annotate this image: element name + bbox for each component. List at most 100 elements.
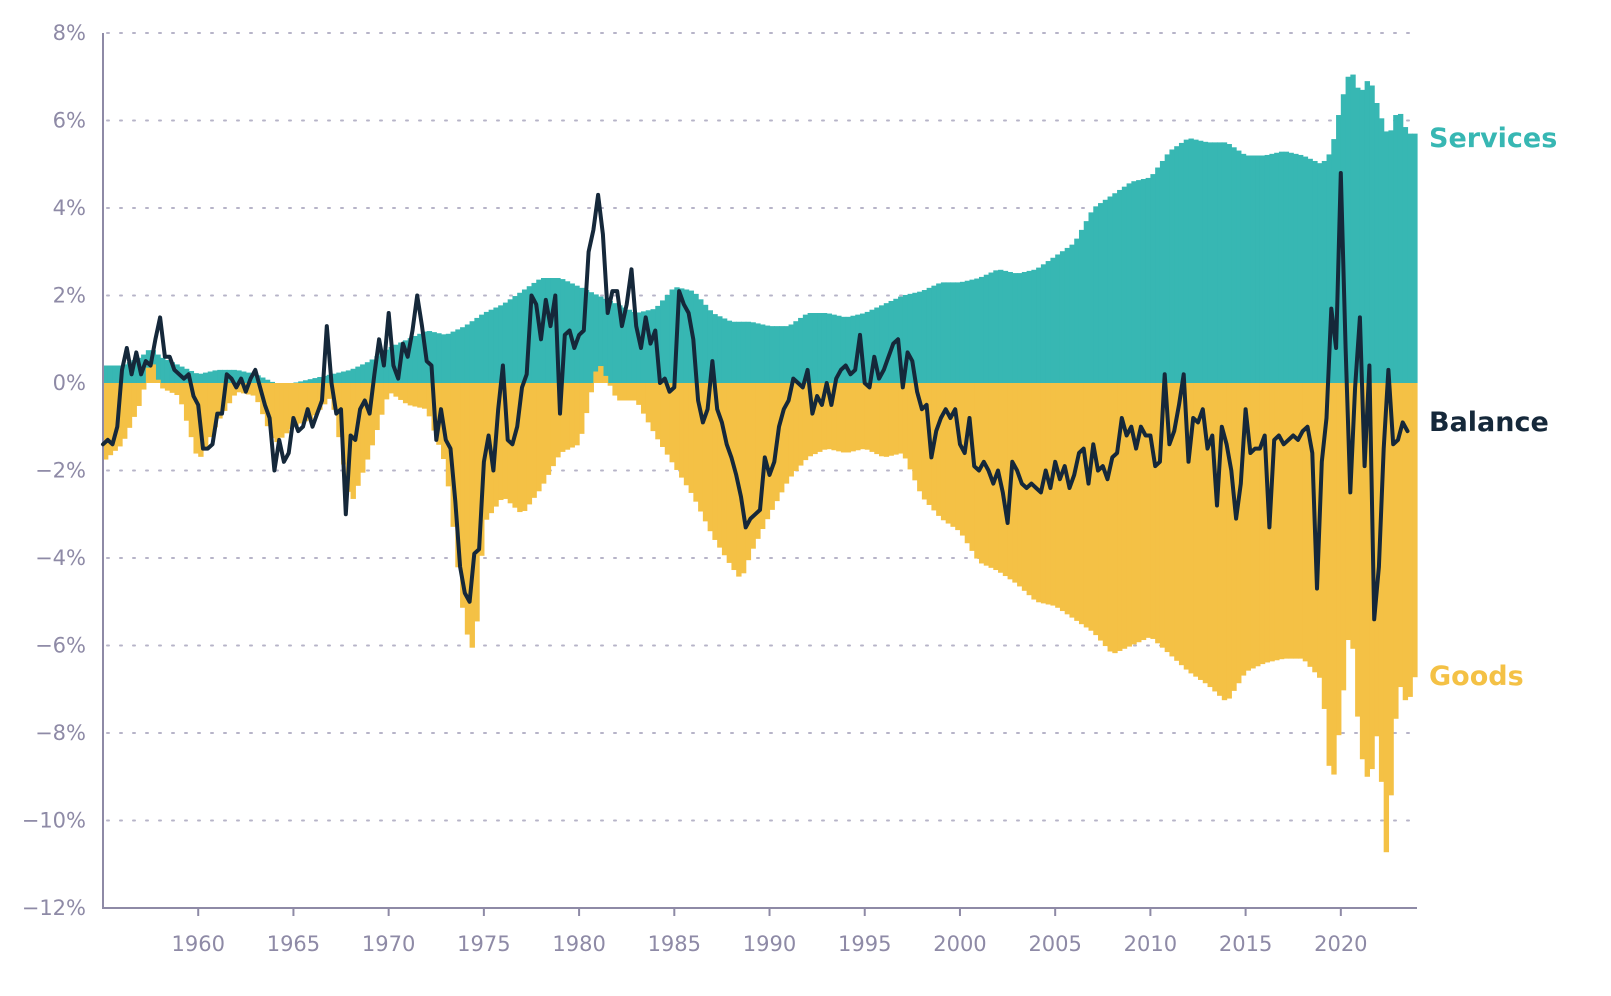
services-bar xyxy=(912,292,918,383)
services-bar xyxy=(888,300,894,383)
goods-bar xyxy=(164,383,171,391)
services-bar xyxy=(364,362,371,383)
goods-bar xyxy=(364,383,371,460)
services-bar xyxy=(1236,150,1242,383)
goods-bar xyxy=(1269,383,1275,662)
goods-bar xyxy=(1221,383,1228,701)
services-bar xyxy=(698,299,704,383)
services-bar xyxy=(160,357,166,383)
goods-bar xyxy=(817,383,823,452)
services-bar xyxy=(307,379,314,383)
x-tick-label: 1980 xyxy=(552,932,605,956)
goods-bar xyxy=(469,383,475,648)
services-bar xyxy=(521,289,528,383)
goods-bar xyxy=(955,383,961,531)
goods-bar xyxy=(1217,383,1223,696)
services-bar xyxy=(793,321,799,383)
services-bar xyxy=(455,329,461,383)
services-bar xyxy=(498,305,504,383)
goods-bar xyxy=(1131,383,1137,645)
services-bar xyxy=(488,309,494,383)
goods-bar xyxy=(302,383,309,422)
services-bar xyxy=(702,304,709,383)
services-bar xyxy=(593,294,599,383)
goods-bar xyxy=(1159,383,1166,648)
goods-bar xyxy=(1326,383,1332,766)
goods-bar xyxy=(1374,383,1380,737)
services-bar xyxy=(602,298,609,383)
goods-bar xyxy=(917,383,923,492)
services-bar xyxy=(1098,203,1104,383)
goods-bar xyxy=(103,383,109,460)
services-bar xyxy=(874,307,880,383)
goods-bar xyxy=(560,383,566,452)
goods-bar xyxy=(564,383,571,450)
goods-bar xyxy=(940,383,947,521)
services-bar xyxy=(402,340,409,383)
goods-bar xyxy=(498,383,504,501)
goods-bar xyxy=(1050,383,1056,606)
goods-bar xyxy=(983,383,990,566)
services-bar xyxy=(1017,273,1023,383)
services-bar xyxy=(312,378,318,383)
services-bar xyxy=(1212,142,1218,383)
services-bar xyxy=(721,318,728,383)
goods-bar xyxy=(250,383,256,396)
services-bar xyxy=(1093,206,1099,383)
goods-bar xyxy=(1321,383,1328,709)
goods-bar xyxy=(1183,383,1190,670)
services-bar xyxy=(1036,267,1042,383)
goods-bar xyxy=(517,383,523,513)
services-bar xyxy=(826,313,833,383)
goods-bar xyxy=(141,383,147,390)
services-bar xyxy=(969,279,975,383)
services-bar xyxy=(574,285,580,383)
services-bar xyxy=(1002,270,1009,383)
services-bar xyxy=(1174,146,1180,383)
services-bar xyxy=(474,317,480,383)
goods-bar xyxy=(1302,383,1309,662)
goods-bar xyxy=(1307,383,1313,667)
goods-bar xyxy=(688,383,694,493)
goods-bar xyxy=(502,383,509,499)
services-bar xyxy=(1364,81,1370,383)
goods-bar xyxy=(169,383,176,393)
goods-bar xyxy=(150,364,156,383)
goods-bar xyxy=(402,383,409,404)
services-bar xyxy=(217,369,223,383)
y-tick-label: −2% xyxy=(35,459,86,483)
goods-bar xyxy=(1288,383,1294,659)
goods-bars xyxy=(103,364,1418,853)
goods-bar xyxy=(1093,383,1099,636)
services-bar xyxy=(1031,269,1037,383)
goods-bar xyxy=(1359,383,1366,760)
services-bar xyxy=(360,364,366,383)
services-bar xyxy=(612,303,618,383)
goods-bar xyxy=(1393,383,1399,719)
goods-bar xyxy=(588,383,594,393)
services-bar xyxy=(450,331,456,383)
services-bar xyxy=(1331,139,1337,383)
services-bar xyxy=(807,313,813,383)
services-bar xyxy=(1350,74,1356,383)
goods-bar xyxy=(426,383,433,417)
services-bar xyxy=(441,334,447,383)
services-bar xyxy=(974,278,980,383)
goods-bar xyxy=(593,371,599,383)
goods-bar xyxy=(350,383,356,499)
goods-bar xyxy=(874,383,880,455)
services-bar xyxy=(1397,113,1404,383)
goods-bar xyxy=(1169,383,1175,657)
goods-bar xyxy=(583,383,590,414)
goods-bar xyxy=(750,383,756,549)
services-bar xyxy=(831,314,837,383)
services-bar xyxy=(436,333,442,383)
services-bar xyxy=(1059,251,1066,383)
services-bar xyxy=(345,370,352,383)
x-tick-label: 1975 xyxy=(457,932,510,956)
goods-bar xyxy=(474,383,480,622)
services-bar xyxy=(750,322,756,383)
services-bar xyxy=(1069,244,1075,383)
goods-bar xyxy=(898,383,904,454)
